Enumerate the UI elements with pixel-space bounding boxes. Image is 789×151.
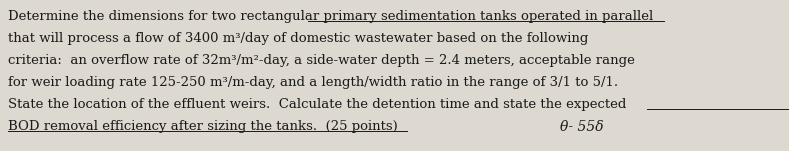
Text: θ- 55δ: θ- 55δ <box>560 120 604 134</box>
Text: State the location of the effluent weirs.  Calculate the detention time and stat: State the location of the effluent weirs… <box>8 98 626 111</box>
Text: criteria:  an overflow rate of 32m³/m²-day, a side-water depth = 2.4 meters, acc: criteria: an overflow rate of 32m³/m²-da… <box>8 54 635 67</box>
Text: BOD removal efficiency after sizing the tanks.  (25 points): BOD removal efficiency after sizing the … <box>8 120 398 133</box>
Text: for weir loading rate 125-250 m³/m-day, and a length/width ratio in the range of: for weir loading rate 125-250 m³/m-day, … <box>8 76 618 89</box>
Text: Determine the dimensions for two rectangular primary sedimentation tanks operate: Determine the dimensions for two rectang… <box>8 10 653 23</box>
Text: that will process a flow of 3400 m³/day of domestic wastewater based on the foll: that will process a flow of 3400 m³/day … <box>8 32 589 45</box>
